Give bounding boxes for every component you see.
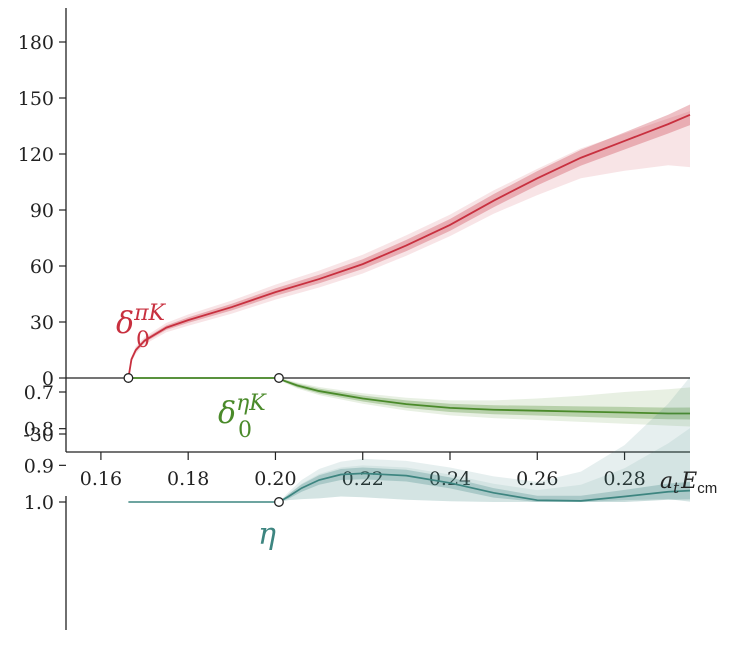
series-band-inner xyxy=(128,104,690,378)
x-tick-label: 0.20 xyxy=(254,468,296,490)
y-tick-label: 30 xyxy=(30,312,54,334)
y-tick-label: 150 xyxy=(18,88,54,110)
y-tick-label: 0.7 xyxy=(24,382,54,404)
y-tick-label: 0.9 xyxy=(24,455,54,477)
series-label-etak: δηK 0 xyxy=(218,391,267,443)
y-tick-label: 1.0 xyxy=(24,492,54,514)
threshold-marker xyxy=(273,497,284,507)
threshold-marker xyxy=(123,373,134,383)
eta-line xyxy=(278,472,691,503)
series-line xyxy=(128,377,690,415)
y-tick-label: 0 xyxy=(42,368,54,390)
y-tick-label: 180 xyxy=(18,32,54,54)
x-axis-label: atEcm xyxy=(660,469,717,497)
x-tick-label: 0.26 xyxy=(516,468,558,490)
x-tick-label: 0.28 xyxy=(603,468,645,490)
series-label-pik: δπK 0 xyxy=(116,301,167,353)
eta-band-mid xyxy=(278,428,690,502)
y-tick-label: 120 xyxy=(18,144,54,166)
x-tick-label: 0.18 xyxy=(167,468,209,490)
eta-band-inner xyxy=(278,467,690,502)
eta-band-outer xyxy=(278,376,690,502)
series-band-outer xyxy=(128,378,690,427)
y-tick-label: 0.8 xyxy=(24,419,54,441)
y-tick-label: -30 xyxy=(23,424,54,446)
y-tick-label: 60 xyxy=(30,256,54,278)
series-label-eta: η xyxy=(258,517,276,552)
series-line xyxy=(127,113,691,379)
inelasticity-panel: 0.7 0.8 0.9 1.0 xyxy=(24,376,691,630)
threshold-marker xyxy=(273,373,284,383)
x-tick-label: 0.16 xyxy=(80,468,122,490)
y-tick-label: 90 xyxy=(30,200,54,222)
series-band-inner xyxy=(128,378,690,420)
